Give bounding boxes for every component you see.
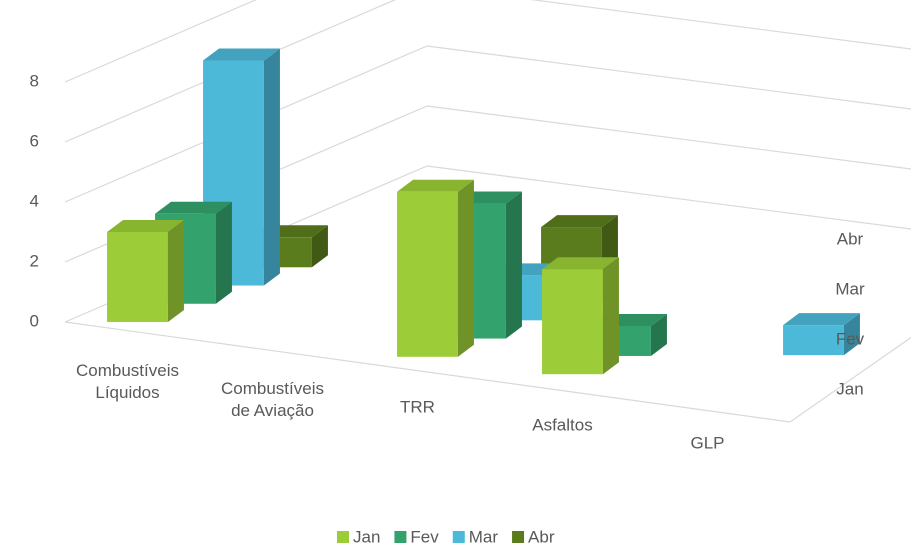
depth-label: Jan (836, 379, 863, 398)
bar-top (107, 220, 184, 232)
legend-label: Mar (469, 527, 499, 546)
bar (397, 179, 474, 357)
legend-swatch (452, 531, 465, 543)
legend-swatch (394, 531, 407, 543)
legend-label: Abr (528, 527, 555, 546)
grid-line (426, 105, 911, 170)
x-tick-label: Asfaltos (532, 415, 592, 434)
bar-side (602, 257, 619, 375)
bar-side (505, 191, 522, 339)
bar-top (155, 201, 232, 214)
y-tick-label: 6 (30, 131, 39, 150)
bar-top (542, 257, 619, 270)
y-tick-label: 0 (30, 311, 39, 330)
legend-label: Jan (353, 527, 380, 546)
bar-side (215, 201, 232, 304)
floor-edge (64, 321, 791, 423)
bar-side (457, 179, 474, 357)
grid-line (427, 0, 911, 6)
grid-line (426, 165, 911, 230)
x-tick-label: Combustíveis de Aviação (221, 379, 324, 420)
legend-swatch (512, 531, 525, 543)
bar-side (650, 313, 667, 356)
y-tick-label: 2 (30, 251, 39, 270)
bar-top (397, 179, 474, 192)
bar-side (167, 220, 184, 322)
legend-swatch (337, 531, 349, 543)
y-tick-label: 4 (30, 191, 39, 210)
bar-side (843, 313, 860, 356)
bar (783, 313, 860, 356)
x-tick-label: Combustíveis Líquidos (76, 361, 179, 402)
grid-line (426, 45, 911, 110)
bar (542, 257, 619, 375)
bar-front (783, 325, 844, 356)
grid-line (529, 0, 911, 50)
depth-label: Abr (837, 229, 864, 248)
floor-edge (789, 336, 911, 423)
bar-top (203, 48, 280, 61)
bar-front (542, 269, 603, 375)
x-tick-label: GLP (690, 433, 724, 452)
bar-front (107, 232, 168, 322)
legend-label: Fev (410, 527, 439, 546)
bar-side (311, 225, 328, 268)
bar (107, 220, 184, 322)
x-tick-label: TRR (400, 397, 435, 416)
grid-line (64, 0, 257, 83)
y-tick-label: 8 (30, 71, 39, 90)
bar-front (397, 191, 458, 357)
depth-label: Mar (835, 279, 865, 298)
bar-top (541, 215, 618, 228)
bar-top (783, 313, 860, 326)
bar-side (263, 48, 280, 286)
depth-label: Fev (836, 329, 865, 348)
